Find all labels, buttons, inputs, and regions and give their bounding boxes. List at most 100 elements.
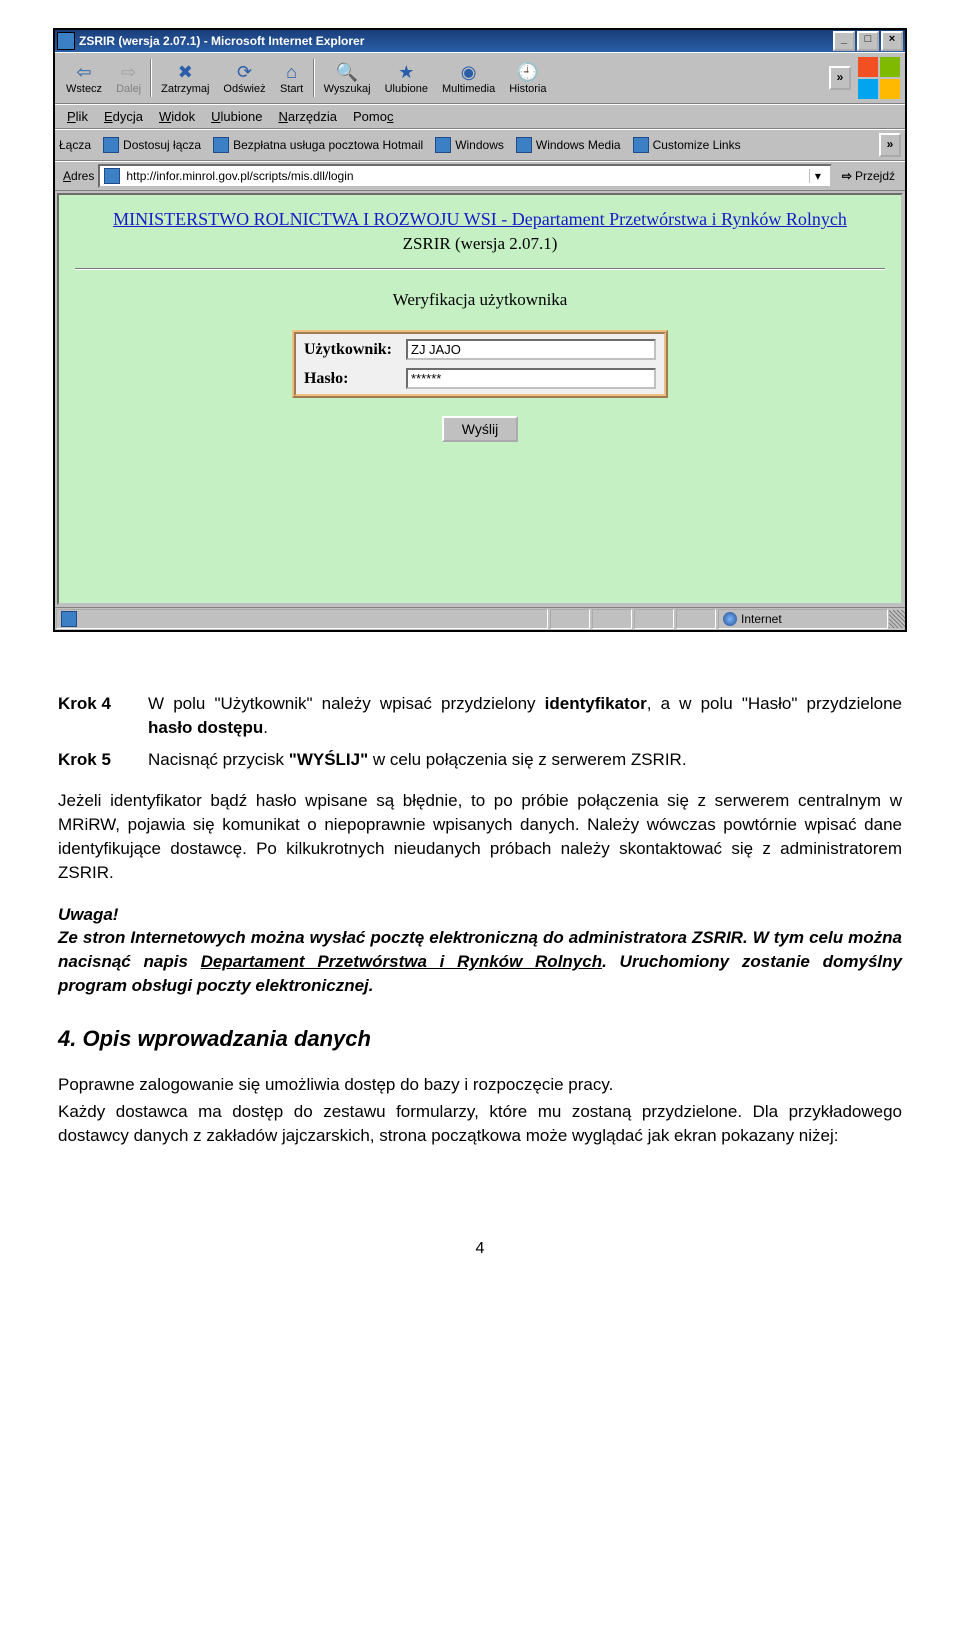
- link-customize2[interactable]: Customize Links: [627, 136, 747, 154]
- page-header: MINISTERSTWO ROLNICTWA I ROZWOJU WSI - D…: [75, 209, 885, 230]
- go-icon: ⇨: [842, 169, 852, 183]
- separator: [313, 59, 315, 97]
- step-4-key: Krok 4: [58, 692, 148, 740]
- stop-label: Zatrzymaj: [161, 83, 209, 95]
- step-4: Krok 4 W polu "Użytkownik" należy wpisać…: [58, 692, 902, 740]
- link-customize[interactable]: Dostosuj łącza: [97, 136, 207, 154]
- ie-link-icon: [213, 137, 229, 153]
- paragraph-4: Każdy dostawca ma dostęp do zestawu form…: [58, 1100, 902, 1148]
- menu-view[interactable]: Widok: [151, 107, 203, 126]
- search-icon: 🔍: [335, 61, 359, 83]
- search-button[interactable]: 🔍 Wyszukaj: [317, 58, 378, 98]
- links-label: Łącza: [59, 138, 97, 152]
- dept-link[interactable]: Departament Przetwórstwa i Rynków Rolnyc…: [201, 952, 602, 971]
- maximize-button[interactable]: □: [857, 31, 879, 51]
- nav-toolbar: ⇦ Wstecz ⇨ Dalej ✖ Zatrzymaj ⟳ Odśwież ⌂…: [55, 52, 905, 104]
- ie-link-icon: [103, 137, 119, 153]
- user-label: Użytkownik:: [298, 336, 398, 363]
- password-input[interactable]: [406, 368, 656, 389]
- go-button[interactable]: ⇨Przejdź: [836, 167, 901, 185]
- titlebar: ZSRIR (wersja 2.07.1) - Microsoft Intern…: [55, 30, 905, 52]
- forward-button[interactable]: ⇨ Dalej: [109, 58, 148, 98]
- back-button[interactable]: ⇦ Wstecz: [59, 58, 109, 98]
- document-body: Krok 4 W polu "Użytkownik" należy wpisać…: [58, 692, 902, 1260]
- forward-icon: ⇨: [117, 61, 141, 83]
- close-button[interactable]: ×: [881, 31, 903, 51]
- history-label: Historia: [509, 83, 546, 95]
- link-windows-media[interactable]: Windows Media: [510, 136, 627, 154]
- ie-page-icon: [104, 168, 120, 184]
- link-hotmail[interactable]: Bezpłatna usługa pocztowa Hotmail: [207, 136, 429, 154]
- media-button[interactable]: ◉ Multimedia: [435, 58, 502, 98]
- windows-logo-icon: [857, 56, 901, 100]
- ie-page-icon: [61, 611, 77, 627]
- status-cell: [634, 609, 674, 629]
- status-cell: [592, 609, 632, 629]
- refresh-icon: ⟳: [233, 61, 257, 83]
- resize-grip[interactable]: [889, 610, 905, 628]
- paragraph-3: Poprawne zalogowanie się umożliwia dostę…: [58, 1073, 902, 1097]
- minimize-button[interactable]: _: [833, 31, 855, 51]
- links-overflow[interactable]: »: [879, 133, 901, 157]
- menu-tools[interactable]: Narzędzia: [270, 107, 345, 126]
- link-windows[interactable]: Windows: [429, 136, 510, 154]
- forward-label: Dalej: [116, 83, 141, 95]
- ie-link-icon: [516, 137, 532, 153]
- star-icon: ★: [394, 61, 418, 83]
- user-input[interactable]: [406, 339, 656, 360]
- login-table: Użytkownik: Hasło:: [292, 330, 668, 398]
- status-cell: [550, 609, 590, 629]
- login-page: MINISTERSTWO ROLNICTWA I ROZWOJU WSI - D…: [59, 195, 901, 603]
- back-label: Wstecz: [66, 83, 102, 95]
- menu-help[interactable]: Pomoc: [345, 107, 401, 126]
- menu-file[interactable]: Plik: [59, 107, 96, 126]
- home-button[interactable]: ⌂ Start: [273, 58, 311, 98]
- back-icon: ⇦: [72, 61, 96, 83]
- history-button[interactable]: 🕘 Historia: [502, 58, 553, 98]
- links-bar: Łącza Dostosuj łącza Bezpłatna usługa po…: [55, 129, 905, 161]
- window-title: ZSRIR (wersja 2.07.1) - Microsoft Intern…: [79, 34, 831, 48]
- address-input[interactable]: [124, 168, 809, 184]
- step-5: Krok 5 Nacisnąć przycisk "WYŚLIJ" w celu…: [58, 748, 902, 772]
- paragraph-1: Jeżeli identyfikator bądź hasło wpisane …: [58, 789, 902, 884]
- ie-link-icon: [633, 137, 649, 153]
- paragraph-uwaga: Uwaga! Ze stron Internetowych można wysł…: [58, 903, 902, 998]
- globe-icon: [723, 612, 737, 626]
- browser-content: MINISTERSTWO ROLNICTWA I ROZWOJU WSI - D…: [57, 193, 903, 605]
- address-field[interactable]: ▾: [98, 164, 832, 188]
- uwaga-text: Ze stron Internetowych można wysłać pocz…: [58, 928, 902, 995]
- page-number: 4: [58, 1238, 902, 1260]
- address-label: Adres: [59, 169, 98, 183]
- stop-icon: ✖: [173, 61, 197, 83]
- submit-button[interactable]: Wyślij: [442, 416, 518, 442]
- home-icon: ⌂: [280, 61, 304, 83]
- address-dropdown[interactable]: ▾: [809, 169, 826, 183]
- media-label: Multimedia: [442, 83, 495, 95]
- uwaga-label: Uwaga!: [58, 905, 118, 924]
- search-label: Wyszukaj: [324, 83, 371, 95]
- refresh-button[interactable]: ⟳ Odśwież: [216, 58, 272, 98]
- address-bar: Adres ▾ ⇨Przejdź: [55, 161, 905, 191]
- divider: [75, 268, 885, 270]
- password-label: Hasło:: [298, 365, 398, 392]
- home-label: Start: [280, 83, 303, 95]
- section-4-heading: 4. Opis wprowadzania danych: [58, 1024, 902, 1055]
- menu-favorites[interactable]: Ulubione: [203, 107, 270, 126]
- stop-button[interactable]: ✖ Zatrzymaj: [154, 58, 216, 98]
- page-version: ZSRIR (wersja 2.07.1): [75, 234, 885, 254]
- verification-title: Weryfikacja użytkownika: [75, 290, 885, 310]
- refresh-label: Odśwież: [223, 83, 265, 95]
- media-icon: ◉: [457, 61, 481, 83]
- history-icon: 🕘: [516, 61, 540, 83]
- menu-edit[interactable]: Edycja: [96, 107, 151, 126]
- favorites-button[interactable]: ★ Ulubione: [378, 58, 435, 98]
- ie-icon: [57, 32, 75, 50]
- toolbar-overflow[interactable]: »: [829, 66, 851, 90]
- separator: [150, 59, 152, 97]
- menubar: Plik Edycja Widok Ulubione Narzędzia Pom…: [55, 104, 905, 129]
- ie-window: ZSRIR (wersja 2.07.1) - Microsoft Intern…: [53, 28, 907, 632]
- status-left: [56, 609, 548, 629]
- ie-link-icon: [435, 137, 451, 153]
- step-4-text: W polu "Użytkownik" należy wpisać przydz…: [148, 692, 902, 740]
- status-cell: [676, 609, 716, 629]
